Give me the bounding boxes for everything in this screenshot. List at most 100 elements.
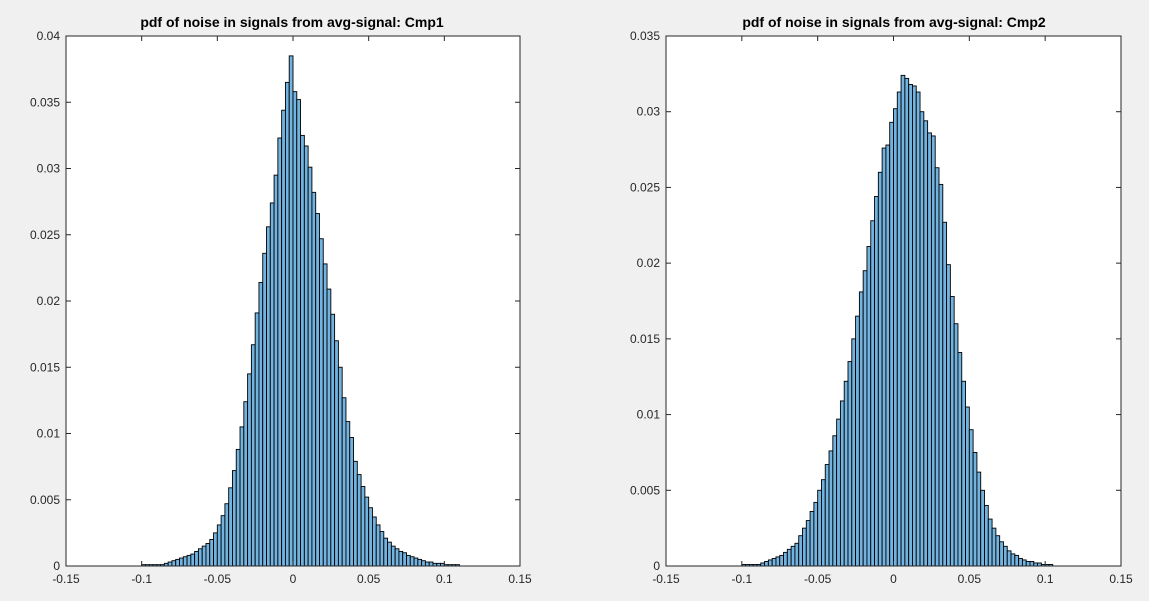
histogram-bar <box>1021 559 1027 567</box>
chart-cmp2: pdf of noise in signals from avg-signal:… <box>630 14 1133 586</box>
histogram-bar <box>855 315 860 567</box>
histogram-bar <box>364 496 370 567</box>
histogram-bar <box>167 561 173 567</box>
y-tick-label: 0 <box>653 559 660 573</box>
histogram-bar <box>307 166 313 567</box>
histogram-bar <box>942 221 948 567</box>
histogram-bar <box>356 474 362 567</box>
histogram-bar <box>968 429 974 567</box>
histogram-bar <box>379 531 385 567</box>
histogram-bar <box>368 507 373 567</box>
histogram-bar <box>821 479 826 567</box>
y-tick-label: 0.035 <box>630 29 660 43</box>
x-tick-label: 0.05 <box>357 572 381 586</box>
histogram-bar <box>417 558 423 567</box>
axes-box <box>65 35 521 567</box>
histogram-bar <box>995 535 1001 567</box>
histogram-bar <box>232 470 237 567</box>
x-tick-label: 0.15 <box>1109 572 1133 586</box>
histogram-bar <box>269 202 275 567</box>
histogram-bar <box>292 91 298 567</box>
histogram-bar <box>243 401 249 567</box>
y-tick-label: 0.01 <box>37 427 61 441</box>
histogram-bar <box>938 183 944 567</box>
y-tick-label: 0.01 <box>637 408 661 422</box>
x-tick-label: 0 <box>890 572 897 586</box>
histogram-bar <box>179 557 184 567</box>
histogram-bar <box>1025 561 1031 567</box>
histogram-bar <box>205 543 211 567</box>
histogram-bar <box>239 426 245 567</box>
histogram-bar <box>194 550 199 567</box>
histogram-bar <box>326 288 332 567</box>
y-tick-label: 0.03 <box>637 105 661 119</box>
histogram-bar <box>946 264 951 567</box>
histogram-bar <box>284 81 290 567</box>
histogram-bar <box>209 539 215 567</box>
histogram-bar <box>413 557 419 567</box>
x-tick-label: 0.1 <box>1037 572 1054 586</box>
y-tick-label: 0.015 <box>630 332 660 346</box>
y-tick-label: 0.035 <box>30 95 60 109</box>
histogram-bar <box>881 147 887 567</box>
histogram-bar <box>802 527 807 567</box>
histogram-bar <box>216 524 222 567</box>
histogram-bar <box>984 504 989 567</box>
histogram-bar <box>171 560 177 567</box>
histogram-bar <box>927 132 932 567</box>
histogram-bar <box>794 542 800 567</box>
x-tick-label: 0 <box>290 572 297 586</box>
histogram-bar <box>832 435 838 567</box>
y-tick-label: 0.025 <box>30 228 60 242</box>
histogram-bar <box>771 557 777 567</box>
histogram-bar <box>296 99 302 567</box>
histogram-bar <box>836 418 841 567</box>
histogram-bar <box>965 406 970 567</box>
y-tick-label: 0.025 <box>630 180 660 194</box>
histogram-bar <box>923 120 929 567</box>
histogram-bar <box>375 524 381 567</box>
histogram-bar <box>987 518 993 567</box>
histogram-bar <box>424 561 430 567</box>
histogram-bar <box>809 511 815 567</box>
histogram-bar <box>277 137 283 567</box>
histogram-bar <box>885 144 891 567</box>
histogram-bar <box>980 489 985 567</box>
histogram-bar <box>1006 550 1012 567</box>
histogram-bar <box>817 489 822 567</box>
x-tick-label: -0.15 <box>52 572 80 586</box>
histogram-bar <box>300 134 305 567</box>
histogram-bar <box>828 450 834 567</box>
histogram-bar <box>175 558 180 567</box>
histogram-bar <box>767 559 773 567</box>
histogram-bar <box>235 448 241 567</box>
histogram-bar <box>843 380 849 567</box>
histogram-bar <box>953 323 959 567</box>
histogram-bar <box>250 344 256 567</box>
histogram-bar <box>908 84 913 567</box>
histogram-bar <box>247 373 252 567</box>
histogram-bar <box>398 550 404 567</box>
histogram-bar <box>322 263 328 567</box>
histogram-bar <box>839 400 845 567</box>
histogram-bar <box>824 464 830 567</box>
x-tick-label: -0.15 <box>652 572 680 586</box>
histogram-bar <box>337 366 343 567</box>
y-tick-label: 0.005 <box>30 493 60 507</box>
histogram-bar <box>213 532 218 567</box>
histogram-bar <box>874 196 879 567</box>
bars <box>141 55 460 567</box>
histogram-bar <box>813 501 819 567</box>
histogram-bar <box>904 77 910 567</box>
histogram-bar <box>220 515 226 567</box>
histogram-bar <box>972 451 978 567</box>
histogram-bar <box>786 548 792 567</box>
histogram-bar <box>1029 561 1035 567</box>
histogram-bar <box>870 220 875 567</box>
y-tick-label: 0.04 <box>37 29 61 43</box>
histogram-bar <box>182 556 188 567</box>
histogram-bar <box>266 226 271 567</box>
histogram-bar <box>961 380 966 567</box>
histogram-bar <box>919 111 925 567</box>
histogram-bar <box>805 520 811 567</box>
